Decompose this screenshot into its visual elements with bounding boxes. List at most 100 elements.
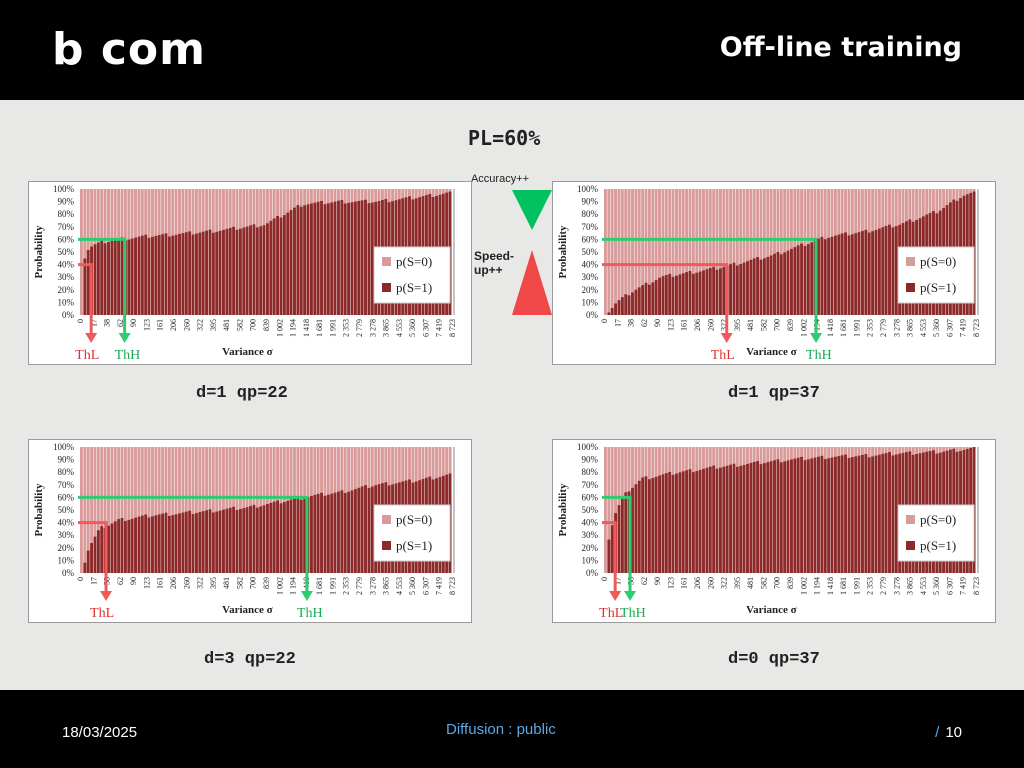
x-tick-label: 1 681 <box>839 319 848 337</box>
bar-p-s0 <box>137 447 141 573</box>
bar-p-s1 <box>269 502 273 573</box>
bar-p-s0 <box>100 447 104 573</box>
x-tick-label: 90 <box>653 319 662 327</box>
bar-p-s1 <box>830 236 834 315</box>
bar-p-s1 <box>796 245 800 315</box>
y-tick-label: 10% <box>58 297 75 307</box>
y-tick-label: 90% <box>582 197 599 207</box>
bar-p-s1 <box>103 243 107 315</box>
bar-p-s1 <box>756 257 760 315</box>
bar-p-s1 <box>668 273 672 315</box>
th-high-arrowhead <box>118 333 131 343</box>
bar-p-s1 <box>877 228 881 315</box>
legend-label: p(S=0) <box>396 512 432 527</box>
bar-p-s1 <box>360 200 364 315</box>
bar-p-s0 <box>681 189 685 315</box>
bar-p-s1 <box>610 525 614 573</box>
y-tick-label: 20% <box>582 285 599 295</box>
x-tick-label: 17 <box>613 577 622 585</box>
bar-p-s1 <box>800 456 804 573</box>
bar-p-s1 <box>245 507 249 573</box>
x-tick-label: 3 278 <box>368 577 377 595</box>
bar-p-s0 <box>188 447 192 573</box>
bar-p-s1 <box>617 505 621 573</box>
bar-p-s1 <box>708 268 712 315</box>
bar-p-s1 <box>837 234 841 315</box>
bar-p-s1 <box>225 508 229 573</box>
bar-p-s0 <box>675 189 678 315</box>
bar-p-s0 <box>178 447 181 573</box>
bar-p-s0 <box>678 189 682 315</box>
bar-p-s1 <box>631 292 634 315</box>
x-tick-label: 4 553 <box>395 319 404 337</box>
th-high-line <box>78 237 127 335</box>
x-tick-label: 395 <box>733 319 742 331</box>
bar-p-s0 <box>103 447 107 573</box>
bar-p-s1 <box>130 238 134 315</box>
x-tick-label: 1 002 <box>275 319 284 337</box>
caption-d3-qp22: d=3 qp=22 <box>204 650 296 669</box>
x-tick-label: 260 <box>706 319 715 331</box>
x-tick-label: 0 <box>76 577 85 581</box>
bar-p-s0 <box>151 447 154 573</box>
bar-p-s1 <box>360 486 364 573</box>
bar-p-s1 <box>766 256 770 315</box>
bar-p-s1 <box>607 312 611 315</box>
bar-p-s1 <box>756 461 760 573</box>
bar-p-s1 <box>218 510 222 573</box>
bar-p-s1 <box>198 512 202 573</box>
x-tick-label: 123 <box>666 577 675 589</box>
header-bar: b com Off-line training <box>0 0 1024 100</box>
bar-p-s1 <box>272 501 276 573</box>
bar-p-s1 <box>222 229 225 315</box>
x-tick-label: 62 <box>116 319 125 327</box>
y-tick-label: 0% <box>62 568 75 578</box>
bar-p-s1 <box>793 247 797 315</box>
bar-p-s1 <box>198 232 202 315</box>
th-low-line <box>78 521 108 593</box>
bar-p-s1 <box>134 237 137 315</box>
bar-p-s1 <box>746 261 749 315</box>
bar-p-s1 <box>296 205 300 315</box>
bar-p-s1 <box>647 479 651 573</box>
legend-box <box>897 504 975 562</box>
bar-p-s1 <box>309 203 313 315</box>
bar-p-s1 <box>817 456 820 573</box>
bar-p-s1 <box>259 226 263 315</box>
bar-p-s1 <box>847 235 851 315</box>
bar-p-s0 <box>725 189 729 315</box>
x-tick-label: 2 353 <box>342 577 351 595</box>
bar-p-s0 <box>154 447 158 573</box>
bar-p-s1 <box>718 467 722 573</box>
x-tick-label: 839 <box>262 319 271 331</box>
bar-p-s1 <box>130 518 134 573</box>
th-low-line <box>78 263 93 335</box>
th-high-label: ThH <box>806 348 832 363</box>
bar-p-s1 <box>100 240 104 315</box>
bar-p-s1 <box>850 457 854 573</box>
bar-p-s1 <box>742 464 746 573</box>
x-tick-label: 4 553 <box>919 577 928 595</box>
x-tick-label: 3 278 <box>368 319 377 337</box>
bar-p-s1 <box>262 505 266 573</box>
x-tick-label: 90 <box>653 577 662 585</box>
bar-p-s0 <box>631 189 634 315</box>
bar-p-s1 <box>671 276 675 315</box>
bar-p-s1 <box>837 456 841 573</box>
x-tick-label: 5 360 <box>408 577 417 595</box>
bar-p-s0 <box>604 189 607 315</box>
x-tick-label: 8 723 <box>972 577 981 595</box>
bar-p-s1 <box>742 262 746 315</box>
x-tick-label: 700 <box>249 577 258 589</box>
bar-p-s1 <box>303 205 307 315</box>
th-low-arrowhead <box>609 591 622 601</box>
x-tick-label: 2 779 <box>879 577 888 595</box>
bar-p-s0 <box>157 447 161 573</box>
x-tick-label: 1 194 <box>813 577 822 595</box>
bar-p-s1 <box>678 472 682 573</box>
x-tick-label: 0 <box>600 577 609 581</box>
bar-p-s1 <box>857 232 861 315</box>
x-tick-label: 700 <box>249 319 258 331</box>
y-tick-label: 20% <box>58 543 75 553</box>
bar-p-s1 <box>702 270 705 315</box>
